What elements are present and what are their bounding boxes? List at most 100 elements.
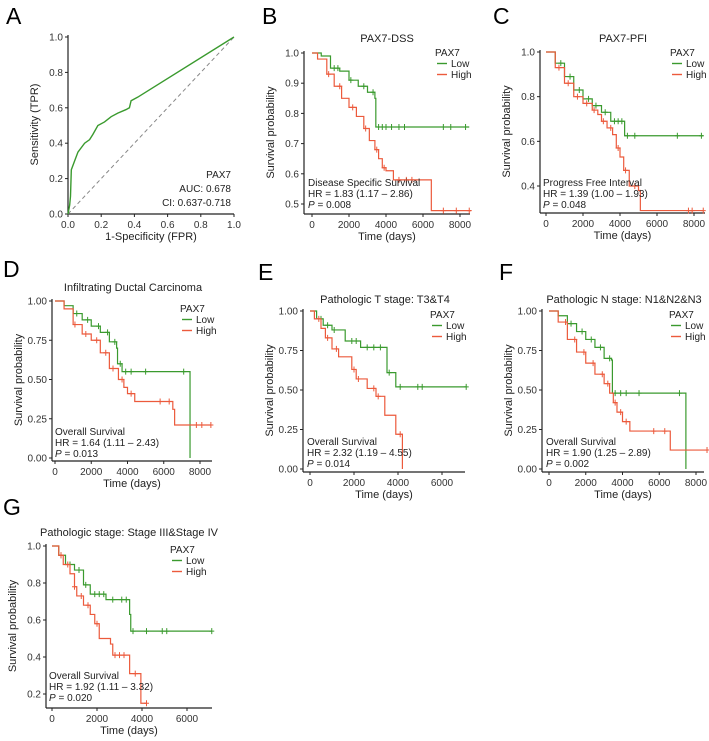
- x-tick-label: 0.0: [61, 220, 75, 231]
- y-tick-label: 0.50: [28, 375, 48, 386]
- censor-mark: [350, 104, 356, 111]
- censor-mark: [612, 399, 618, 406]
- censor-mark: [83, 330, 89, 337]
- x-tick-label: 8000: [685, 478, 708, 489]
- survival-type-label: Overall Survival: [49, 671, 119, 682]
- censor-mark: [389, 123, 395, 130]
- p-value: = 0.013: [62, 449, 99, 460]
- censor-mark: [123, 596, 129, 603]
- censor-mark: [85, 602, 91, 609]
- censor-mark: [94, 620, 100, 627]
- x-tick-label: 0.4: [127, 220, 141, 231]
- x-tick-label: 0: [307, 478, 313, 489]
- x-tick-label: 8000: [189, 467, 212, 478]
- censor-mark: [326, 71, 332, 78]
- chart-title: Pathologic T stage: T3&T4: [320, 294, 450, 306]
- diagonal-reference-line: [67, 36, 235, 215]
- censor-mark: [599, 371, 605, 378]
- censor-mark: [76, 567, 82, 574]
- p-symbol: P: [543, 200, 550, 211]
- censor-mark: [619, 118, 625, 125]
- censor-mark: [586, 95, 592, 102]
- censor-mark: [144, 628, 149, 635]
- hazard-ratio-label: HR = 1.83 (1.17 – 2.86): [308, 189, 413, 200]
- censor-mark: [396, 123, 402, 130]
- panel-letter: A: [6, 3, 22, 29]
- panel-letter: G: [3, 494, 21, 520]
- censor-mark: [74, 310, 80, 317]
- censor-mark: [623, 418, 629, 425]
- censor-mark: [448, 123, 454, 130]
- censor-mark: [316, 315, 322, 322]
- x-tick-label: 4000: [116, 467, 139, 478]
- p-value-label: P = 0.002: [546, 459, 590, 470]
- censor-mark: [409, 176, 415, 183]
- censor-mark: [117, 652, 122, 659]
- censor-mark: [325, 322, 331, 329]
- censor-mark: [65, 561, 71, 568]
- panel-letter: F: [499, 259, 513, 285]
- y-tick-label: 0.2: [27, 690, 41, 701]
- censor-mark: [588, 336, 594, 343]
- x-axis-label: Time (days): [358, 231, 416, 243]
- censor-mark: [105, 329, 111, 336]
- chart-title: PAX7-DSS: [360, 33, 414, 45]
- x-tick-label: 1.0: [227, 220, 241, 231]
- x-tick-label: 8000: [449, 220, 472, 231]
- roc-curve: [67, 36, 235, 215]
- censor-mark: [453, 207, 459, 214]
- censor-mark: [325, 334, 331, 341]
- censor-mark: [123, 368, 129, 375]
- censor-mark: [676, 390, 682, 397]
- x-axis-label: Time (days): [594, 230, 652, 242]
- legend-title: PAX7: [435, 48, 460, 59]
- censor-mark: [128, 390, 134, 397]
- censor-mark: [103, 349, 109, 356]
- censor-mark: [403, 176, 409, 183]
- censor-mark: [333, 345, 339, 352]
- x-tick-label: 6000: [176, 714, 199, 725]
- censor-mark: [689, 207, 695, 214]
- legend-label-high: High: [685, 332, 706, 343]
- censor-mark: [632, 183, 638, 189]
- censor-mark: [349, 338, 355, 345]
- panel-letter: D: [3, 256, 20, 282]
- censor-mark: [132, 670, 138, 677]
- censor-mark: [101, 591, 107, 598]
- p-value: = 0.020: [56, 693, 93, 704]
- censor-mark: [199, 422, 205, 429]
- censor-mark: [651, 428, 657, 435]
- censor-mark: [567, 73, 573, 80]
- censor-mark: [662, 428, 668, 435]
- censor-mark: [128, 368, 134, 375]
- censor-mark: [208, 422, 214, 429]
- censor-mark: [579, 328, 585, 335]
- y-tick-label: 0.6: [49, 103, 63, 114]
- x-tick-label: 0.6: [161, 220, 175, 231]
- x-tick-label: 4000: [375, 220, 398, 231]
- censor-mark: [623, 390, 629, 397]
- panel-c: C 0.4 0.6 0.8 1.0 0 2000 4000 6000 8000 Survival p…: [493, 3, 707, 242]
- censor-mark: [110, 596, 116, 603]
- p-symbol: P: [546, 459, 553, 470]
- y-tick-label: 0.8: [285, 109, 299, 120]
- censor-mark: [92, 591, 98, 598]
- censor-mark: [335, 65, 341, 72]
- censor-mark: [558, 60, 564, 67]
- censor-mark: [396, 176, 402, 183]
- censor-mark: [440, 123, 446, 130]
- censor-mark: [402, 123, 407, 130]
- survival-type-label: Progress Free Interval: [543, 178, 642, 189]
- censor-mark: [96, 323, 101, 330]
- censor-mark: [615, 145, 621, 152]
- p-value: = 0.048: [550, 200, 587, 211]
- censor-mark: [591, 107, 597, 114]
- x-tick-label: 0: [546, 478, 552, 489]
- censor-mark: [602, 109, 608, 116]
- y-tick-label: 0.75: [28, 336, 48, 347]
- censor-mark: [143, 368, 149, 375]
- y-tick-label: 0.25: [279, 425, 299, 436]
- censor-mark: [121, 652, 127, 659]
- censor-mark: [166, 398, 172, 405]
- censor-mark: [700, 207, 706, 214]
